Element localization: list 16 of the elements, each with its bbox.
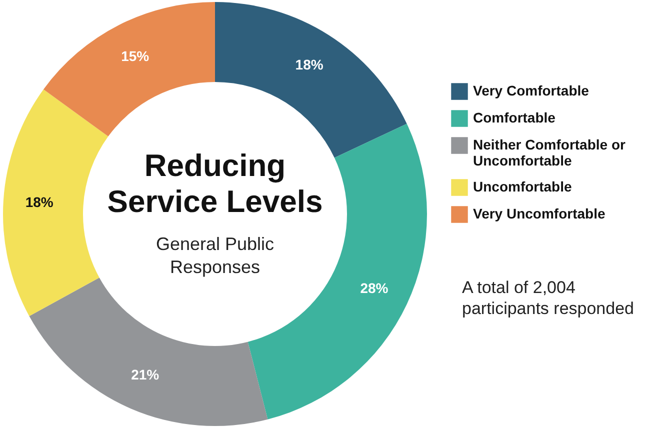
legend-label: Uncomfortable bbox=[473, 178, 572, 194]
text: A total of 2,004 participants responded bbox=[462, 278, 634, 318]
legend-label: Very Uncomfortable bbox=[473, 206, 606, 222]
legend-label: Comfortable bbox=[473, 110, 556, 126]
donut-slice bbox=[3, 89, 108, 316]
data-label: 21% bbox=[131, 366, 160, 383]
data-label: 18% bbox=[25, 194, 54, 210]
text: Reducing Service Levels bbox=[107, 148, 323, 219]
donut-slice bbox=[43, 2, 215, 136]
legend-label: Neither Comfortable or Uncomfortable bbox=[473, 136, 626, 168]
data-label: 15% bbox=[121, 48, 150, 64]
text: General Public Responses bbox=[156, 234, 274, 277]
donut-slice bbox=[29, 278, 268, 426]
data-label: 18% bbox=[295, 56, 324, 72]
data-label: 28% bbox=[360, 280, 389, 296]
legend-label: Very Comfortable bbox=[473, 82, 590, 98]
